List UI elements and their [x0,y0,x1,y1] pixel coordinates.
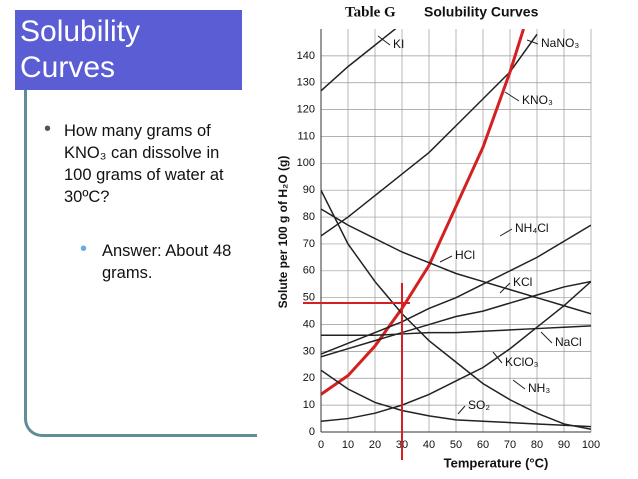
x-tick-label: 60 [477,439,489,451]
y-tick-label: 40 [303,318,315,330]
x-tick-label: 100 [582,439,600,451]
leader [377,35,391,46]
leader [512,379,526,390]
curve-label: NaNO₃ [541,36,579,50]
x-tick-label: 50 [450,439,462,451]
curve-label: SO₂ [468,398,490,412]
y-tick-label: 30 [303,345,315,357]
leader [504,91,520,102]
y-tick-label: 90 [303,184,315,196]
curve-label: KNO₃ [522,93,553,107]
curve-label: KCl [513,275,532,289]
leader [439,255,453,263]
curve [321,224,591,355]
leader [526,39,539,45]
leader [457,405,466,415]
x-tick-label: 70 [504,439,516,451]
y-tick-label: 110 [297,130,315,142]
curve [321,189,591,431]
x-tick-label: 90 [558,439,570,451]
curve-label: HCl [455,248,475,262]
y-tick-label: 0 [309,426,315,438]
chart-title: Table G [345,4,396,20]
curve [321,325,591,337]
sub-bullet-text: Answer: About 48 grams. [102,242,232,282]
bullet: • [44,118,52,140]
curve-label: KClO₃ [505,355,539,369]
curve [321,29,397,92]
y-tick-label: 70 [303,238,315,250]
x-tick-label: 20 [369,439,381,451]
chart-subtitle: Solubility Curves [424,4,539,20]
title-box [15,10,242,90]
curve-label: NH₄Cl [515,221,549,235]
curve [321,29,525,396]
curve [321,33,538,237]
x-tick-label: 40 [423,439,435,451]
leader [492,351,503,364]
y-tick-label: 50 [303,292,315,304]
y-tick-label: 140 [297,50,315,62]
slide-title: Solubility Curves [20,15,141,84]
y-axis-label: Solute per 100 g of H₂O (g) [276,156,290,309]
y-tick-label: 100 [297,157,315,169]
leader [499,282,511,294]
sub-bullet: • [80,238,88,260]
curve [321,208,591,315]
y-tick-label: 10 [303,399,315,411]
x-tick-label: 0 [318,439,324,451]
y-tick-label: 130 [297,77,315,89]
plot [321,29,591,431]
y-tick-label: 60 [303,265,315,277]
curve-label: NH₃ [528,381,550,395]
x-axis-label: Temperature (°C) [444,455,549,470]
y-tick-label: 80 [303,211,315,223]
curve [321,369,591,428]
x-tick-label: 80 [531,439,543,451]
bullet-text: How many grams of KNO₃ can dissolve in 1… [64,122,224,206]
y-tick-label: 120 [297,104,315,116]
leader [540,331,553,344]
frame [24,90,257,437]
x-tick-label: 10 [342,439,354,451]
curve-label: NaCl [555,335,582,349]
y-tick-label: 20 [303,372,315,384]
leader [499,228,513,237]
curve [321,280,591,358]
curve-label: KI [393,37,404,51]
curve [321,280,591,422]
